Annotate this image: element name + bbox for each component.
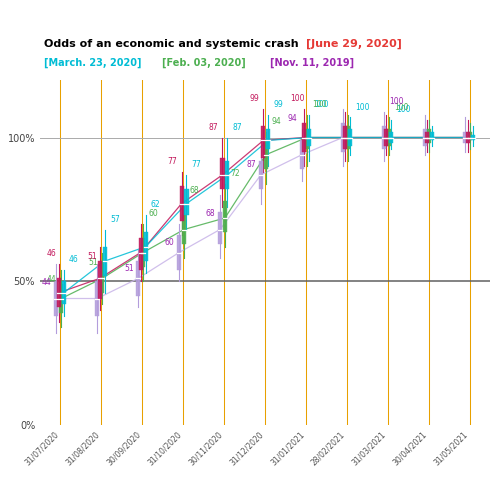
Text: 72: 72	[230, 169, 240, 178]
Text: 87: 87	[246, 160, 256, 169]
Bar	[464, 132, 468, 143]
Text: [Nov. 11, 2019]: [Nov. 11, 2019]	[270, 58, 353, 68]
Text: 44: 44	[42, 278, 52, 287]
Bar	[184, 189, 188, 215]
Bar	[304, 129, 309, 149]
Bar	[62, 281, 66, 304]
Bar	[54, 281, 58, 316]
Bar	[468, 132, 472, 140]
Bar	[59, 284, 64, 313]
Bar	[141, 238, 145, 267]
Text: 77: 77	[167, 157, 177, 166]
Bar	[430, 132, 434, 140]
Bar	[384, 129, 388, 146]
Text: 51: 51	[88, 252, 97, 261]
Text: 87: 87	[208, 122, 218, 132]
Text: [March. 23, 2020]: [March. 23, 2020]	[44, 58, 142, 68]
Bar	[343, 126, 347, 149]
Bar	[100, 264, 104, 292]
Bar	[348, 129, 352, 146]
Bar	[102, 246, 106, 276]
Bar	[180, 186, 184, 221]
Text: 51: 51	[88, 258, 98, 267]
Bar	[262, 126, 266, 158]
Text: 99: 99	[274, 100, 283, 109]
Text: 94: 94	[271, 117, 281, 126]
Text: 68: 68	[190, 186, 199, 195]
Text: 100: 100	[394, 102, 408, 112]
Text: 44: 44	[47, 275, 56, 284]
Bar	[425, 132, 429, 143]
Bar	[340, 123, 345, 152]
Text: 100: 100	[290, 94, 304, 103]
Bar	[220, 158, 224, 189]
Text: 99: 99	[249, 94, 259, 103]
Text: 100: 100	[312, 100, 326, 109]
Text: 100: 100	[389, 97, 404, 106]
Bar	[259, 160, 263, 189]
Bar	[422, 129, 426, 146]
Bar	[307, 129, 311, 146]
Bar	[226, 160, 230, 189]
Text: 87: 87	[232, 122, 242, 132]
Text: 51: 51	[124, 264, 134, 272]
Bar	[98, 261, 102, 298]
Bar	[300, 140, 304, 169]
Text: 100: 100	[396, 106, 411, 114]
Bar	[466, 132, 470, 143]
Bar	[389, 132, 393, 143]
Text: 68: 68	[206, 209, 216, 218]
Bar	[386, 129, 390, 146]
Bar	[182, 215, 186, 244]
Text: 46: 46	[46, 249, 56, 258]
Bar	[95, 281, 100, 316]
Bar	[177, 236, 181, 270]
Bar	[218, 212, 222, 244]
Text: 57: 57	[110, 215, 120, 224]
Text: 100: 100	[314, 100, 329, 109]
Text: [June 29, 2020]: [June 29, 2020]	[306, 38, 402, 49]
Bar	[144, 232, 148, 261]
Text: 77: 77	[192, 160, 202, 169]
Bar	[382, 126, 386, 149]
Text: Odds of an economic and systemic crash: Odds of an economic and systemic crash	[44, 38, 303, 48]
Bar	[136, 261, 140, 296]
Text: 94: 94	[288, 114, 298, 123]
Bar	[428, 129, 432, 143]
Text: 60: 60	[148, 209, 158, 218]
Bar	[266, 129, 270, 149]
Bar	[57, 278, 61, 307]
Bar	[302, 123, 306, 152]
Bar	[346, 126, 350, 149]
Bar	[264, 140, 268, 169]
Text: 46: 46	[69, 255, 79, 264]
Bar	[138, 238, 142, 270]
Text: [Feb. 03, 2020]: [Feb. 03, 2020]	[162, 58, 245, 68]
Text: 62: 62	[151, 200, 160, 209]
Bar	[223, 200, 227, 232]
Text: 100: 100	[356, 102, 370, 112]
Text: 60: 60	[165, 238, 174, 246]
Bar	[471, 134, 475, 140]
